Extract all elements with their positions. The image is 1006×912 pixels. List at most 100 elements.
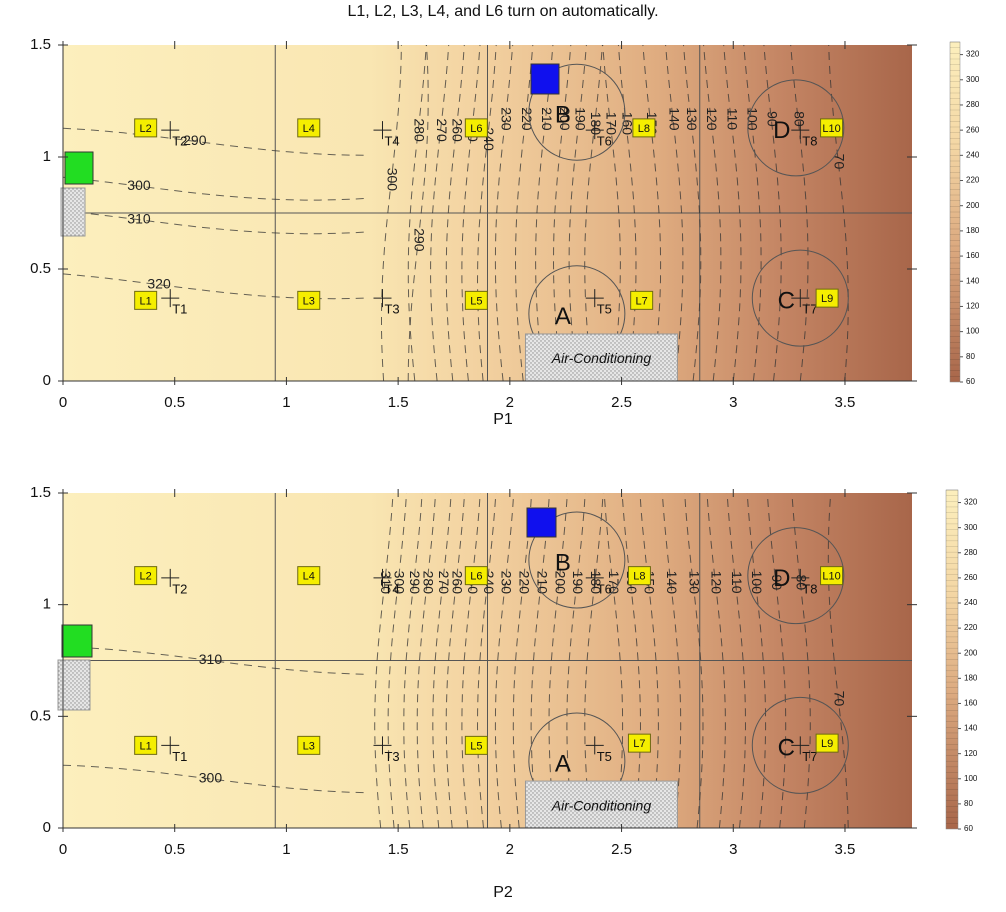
x-tick-label: 2.5 bbox=[611, 841, 632, 858]
zone-circle bbox=[528, 511, 626, 609]
contour-line bbox=[461, 44, 481, 382]
contour-label: 290 bbox=[412, 228, 428, 252]
y-tick-label: 0 bbox=[43, 819, 51, 836]
colorbar-tick-label: 100 bbox=[964, 774, 978, 783]
lamp-label: L6 bbox=[470, 123, 482, 135]
lamp-label: L1 bbox=[140, 295, 152, 307]
lamp bbox=[464, 735, 488, 755]
lamp bbox=[297, 290, 321, 310]
x-tick-label: 1 bbox=[282, 394, 290, 411]
lamp bbox=[630, 290, 654, 310]
source-marker bbox=[530, 63, 560, 95]
colorbar bbox=[949, 41, 961, 383]
colorbar-tick-label: 180 bbox=[964, 673, 978, 682]
colorbar-tick-label: 120 bbox=[966, 302, 980, 311]
colorbar-tick-label: 320 bbox=[966, 50, 980, 59]
y-tick-label: 0.5 bbox=[30, 260, 51, 277]
contour-line bbox=[476, 44, 497, 382]
contour-line bbox=[430, 44, 450, 382]
sensor bbox=[585, 289, 604, 308]
contour-label: 290 bbox=[407, 571, 423, 595]
contour-line bbox=[828, 44, 849, 382]
zone-label: C bbox=[778, 735, 795, 762]
contour-label: 270 bbox=[436, 571, 452, 595]
x-tick-label: 0.5 bbox=[164, 394, 185, 411]
zone-label: D bbox=[773, 117, 790, 144]
colorbar-tick-label: 220 bbox=[964, 623, 978, 632]
zone-label: D bbox=[773, 565, 790, 592]
contour-line bbox=[494, 44, 514, 382]
contour-label: 170 bbox=[604, 112, 620, 136]
contour-label: 260 bbox=[450, 571, 466, 595]
contour-line bbox=[62, 127, 365, 156]
sensor-label: T8 bbox=[802, 134, 817, 149]
x-tick-label: 3.5 bbox=[835, 394, 856, 411]
contour-line bbox=[703, 44, 722, 382]
source-marker bbox=[526, 507, 557, 538]
contour-label: 280 bbox=[412, 118, 428, 142]
y-tick-label: 1.5 bbox=[30, 484, 51, 501]
air-conditioner bbox=[524, 780, 678, 829]
contour-line bbox=[62, 764, 365, 794]
x-tick-label: 1 bbox=[282, 841, 290, 858]
sensor-label: T7 bbox=[802, 749, 817, 764]
lamp-label: L4 bbox=[303, 123, 315, 135]
lamp bbox=[134, 735, 158, 755]
contour-label: 190 bbox=[572, 107, 588, 131]
lamp bbox=[820, 118, 844, 138]
colorbar-tick-label: 60 bbox=[964, 824, 973, 833]
sensor-label: T6 bbox=[597, 134, 612, 149]
contour-label: 180 bbox=[588, 571, 604, 595]
colorbar-tick-label: 160 bbox=[966, 251, 980, 260]
contour-line bbox=[445, 44, 465, 382]
sensor bbox=[161, 736, 180, 755]
contour-line bbox=[62, 646, 365, 675]
contour-label: 310 bbox=[127, 210, 151, 226]
lamp bbox=[464, 566, 488, 586]
contour-label: 110 bbox=[724, 108, 740, 131]
sensor-label: T5 bbox=[597, 749, 612, 764]
contour-line bbox=[827, 492, 849, 829]
lamp bbox=[627, 566, 651, 586]
lamp-label: L7 bbox=[633, 738, 645, 750]
zone-circle bbox=[747, 79, 845, 177]
contour-label: 300 bbox=[385, 168, 401, 192]
lamp bbox=[134, 566, 158, 586]
sensor bbox=[373, 121, 392, 140]
sensor bbox=[161, 289, 180, 308]
lamp bbox=[134, 118, 158, 138]
contour-label: 180 bbox=[588, 112, 604, 136]
contour-line bbox=[743, 44, 762, 382]
sensor-label: T3 bbox=[384, 749, 399, 764]
contour-label: 130 bbox=[684, 107, 700, 131]
figure-caption: L1, L2, L3, L4, and L6 turn on automatic… bbox=[347, 3, 658, 20]
x-tick-label: 0.5 bbox=[164, 841, 185, 858]
colorbar-tick-label: 140 bbox=[964, 724, 978, 733]
contour-label: 210 bbox=[534, 571, 550, 595]
contour-line bbox=[723, 44, 742, 382]
x-tick-label: 2 bbox=[506, 394, 514, 411]
colorbar-tick-label: 260 bbox=[966, 125, 980, 134]
colorbar-tick-label: 100 bbox=[966, 327, 980, 336]
contour-label: 200 bbox=[557, 107, 573, 131]
colorbar-tick-label: 80 bbox=[966, 352, 975, 361]
contour-label: 100 bbox=[749, 571, 765, 595]
zone-circle bbox=[751, 696, 849, 794]
x-tick-label: 3.5 bbox=[835, 841, 856, 858]
contour-label: 190 bbox=[570, 571, 586, 595]
contour-label: 230 bbox=[499, 107, 515, 131]
contour-line bbox=[790, 44, 809, 382]
contour-label: 90 bbox=[765, 111, 781, 127]
lamp bbox=[632, 118, 656, 138]
colorbar-tick-label: 220 bbox=[966, 176, 980, 185]
sensor bbox=[161, 568, 180, 587]
contour-label: 120 bbox=[709, 571, 725, 595]
lamp-label: L4 bbox=[303, 571, 315, 583]
x-tick-label: 3 bbox=[729, 841, 737, 858]
sensor-label: T4 bbox=[384, 134, 399, 149]
contour-label: 310 bbox=[199, 651, 223, 667]
contour-label: 80 bbox=[791, 111, 807, 127]
contour-label: 70 bbox=[832, 154, 848, 170]
contour-line bbox=[642, 44, 662, 382]
